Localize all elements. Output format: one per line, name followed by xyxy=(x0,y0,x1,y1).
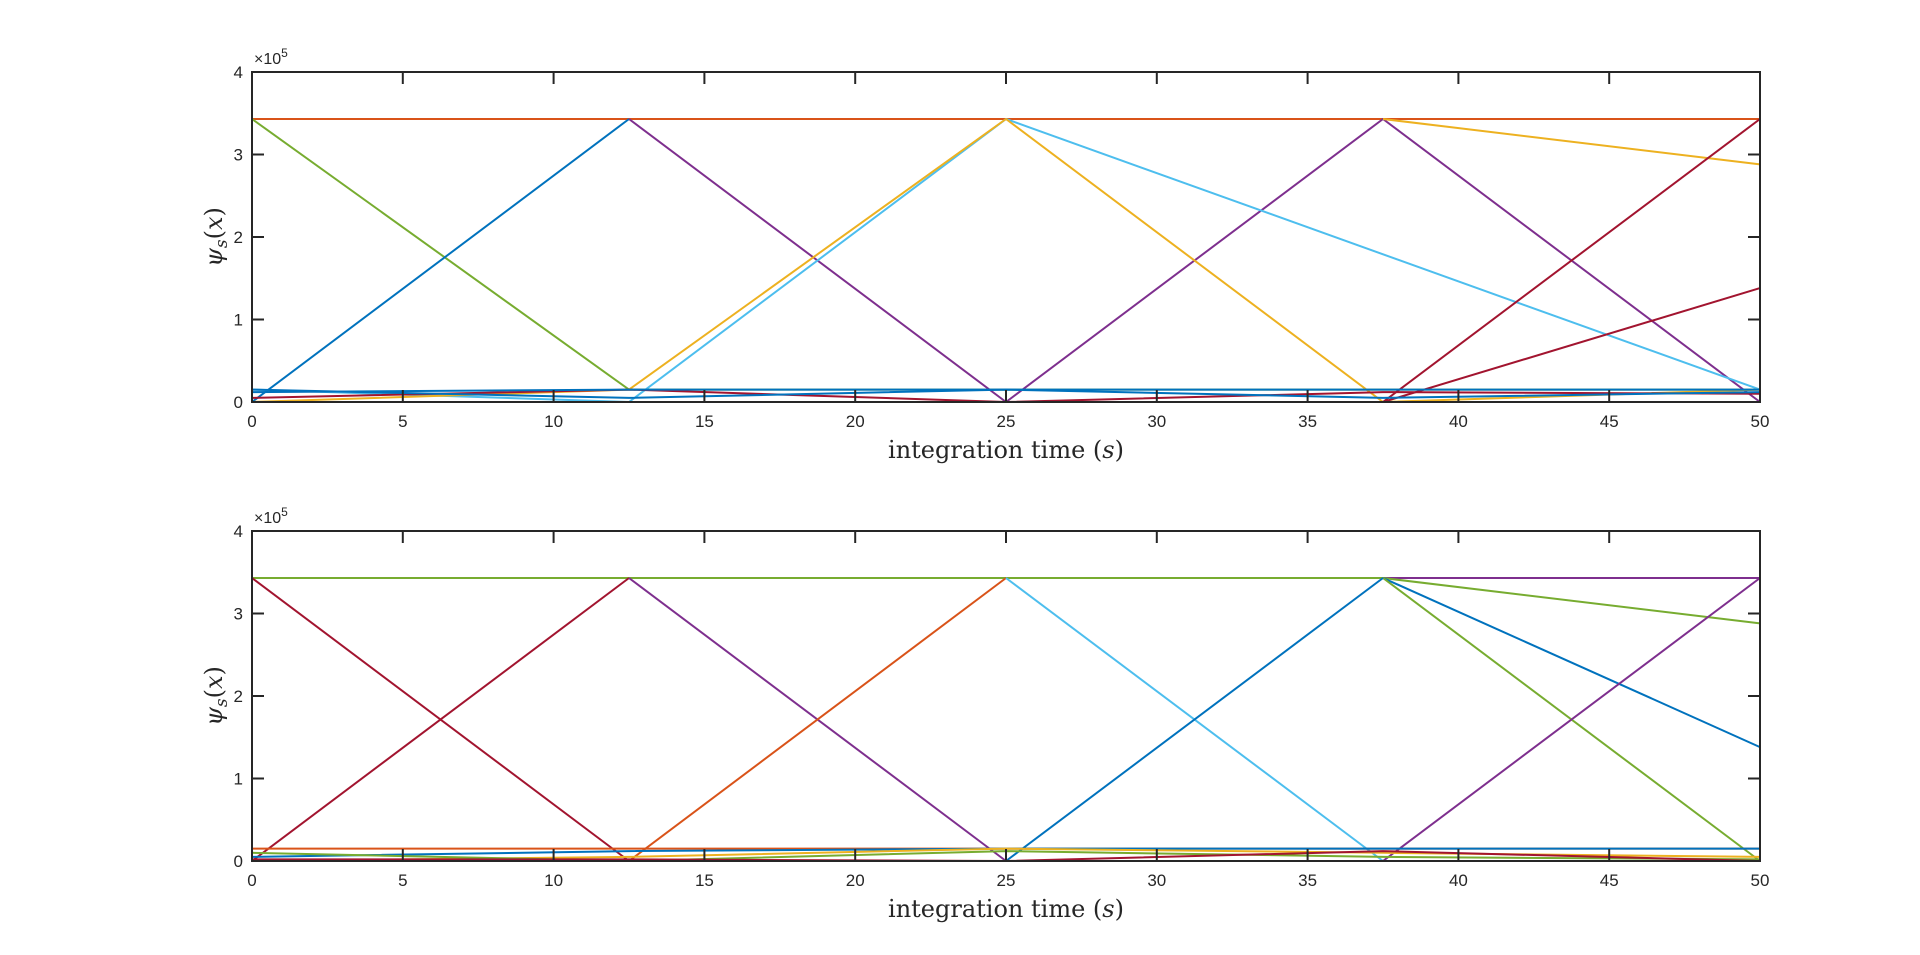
series-line-9 xyxy=(1382,287,1761,403)
x-tick-label: 15 xyxy=(695,412,714,431)
x-axis-label: integration time (s) xyxy=(888,436,1124,464)
exponent-power: 5 xyxy=(281,505,288,519)
x-tick-label: 40 xyxy=(1449,412,1468,431)
y-tick-label: 0 xyxy=(234,393,243,412)
x-tick-label: 40 xyxy=(1449,871,1468,890)
x-tick-label: 45 xyxy=(1600,412,1619,431)
y-tick-label: 2 xyxy=(234,687,243,706)
x-tick-label: 35 xyxy=(1298,412,1317,431)
y-exponent-label: ×105 xyxy=(254,505,288,527)
plot-area xyxy=(252,72,1760,402)
charts: 0 5 10 15 20 25 30 35 40 45 5001234×105integration… xyxy=(200,46,1769,923)
x-tick-label: 25 xyxy=(997,412,1016,431)
x-tick-label: 50 xyxy=(1751,412,1770,431)
y-tick-label: 1 xyxy=(234,311,243,330)
y-tick-label: 3 xyxy=(234,146,243,165)
series-line-11 xyxy=(1005,577,1384,862)
x-tick-label: 50 xyxy=(1751,871,1770,890)
series-line-12 xyxy=(1382,577,1761,862)
exponent-base: ×10 xyxy=(254,51,281,68)
exponent-base: ×10 xyxy=(254,510,281,527)
plot-area xyxy=(252,531,1760,861)
x-tick-label: 0 xyxy=(247,412,256,431)
series-line-6 xyxy=(251,118,1761,403)
series-line-13 xyxy=(251,388,1760,394)
y-tick-label: 3 xyxy=(234,605,243,624)
series-line-9 xyxy=(628,577,1007,862)
y-axis-label: ψs(x) xyxy=(200,207,232,267)
exponent-power: 5 xyxy=(281,46,288,60)
x-tick-label: 5 xyxy=(398,412,407,431)
x-tick-label: 25 xyxy=(997,871,1016,890)
y-tick-label: 2 xyxy=(234,228,243,247)
x-tick-label: 20 xyxy=(846,871,865,890)
series-line-8 xyxy=(1382,118,1761,403)
x-tick-label: 10 xyxy=(544,412,563,431)
x-tick-label: 30 xyxy=(1147,412,1166,431)
chart-panel-2: 0 5 10 15 20 25 30 35 40 45 5001234×105integration… xyxy=(200,505,1769,923)
x-tick-label: 10 xyxy=(544,871,563,890)
series-line-3 xyxy=(251,118,630,403)
y-tick-label: 0 xyxy=(234,852,243,871)
y-tick-label: 4 xyxy=(234,522,243,541)
y-axis-label: ψs(x) xyxy=(200,666,232,726)
chart-panel-1: 0 5 10 15 20 25 30 35 40 45 5001234×105integration… xyxy=(200,46,1769,464)
x-tick-label: 0 xyxy=(247,871,256,890)
x-axis-label: integration time (s) xyxy=(888,895,1124,923)
y-exponent-label: ×105 xyxy=(254,46,288,68)
x-tick-label: 30 xyxy=(1147,871,1166,890)
series-line-7 xyxy=(251,577,630,862)
series-line-7 xyxy=(1382,118,1761,166)
series-line-4 xyxy=(1382,577,1761,749)
x-tick-label: 5 xyxy=(398,871,407,890)
series-line-3 xyxy=(1382,577,1761,625)
y-tick-label: 1 xyxy=(234,770,243,789)
x-tick-label: 20 xyxy=(846,412,865,431)
y-tick-label: 4 xyxy=(234,63,243,82)
x-tick-label: 45 xyxy=(1600,871,1619,890)
x-tick-label: 15 xyxy=(695,871,714,890)
x-tick-label: 35 xyxy=(1298,871,1317,890)
